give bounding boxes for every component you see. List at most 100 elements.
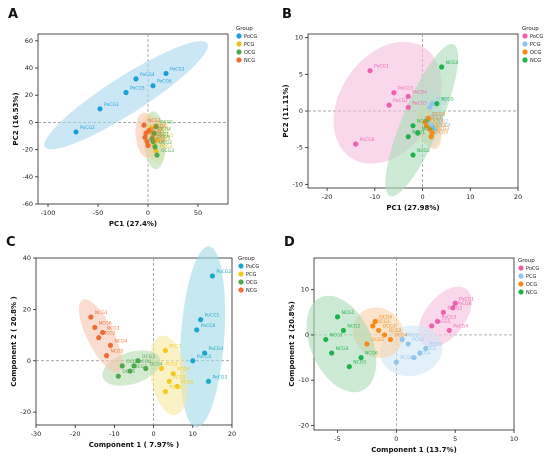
y-tick-label: -20 xyxy=(22,146,33,154)
point-label-PoCG1: PoCG1 xyxy=(374,64,389,70)
legend-label-OCG: OCG xyxy=(246,280,257,286)
legend-marker-PCG xyxy=(522,41,528,47)
legend-title: Group xyxy=(522,26,539,32)
legend-label-PoCG: PoCG xyxy=(246,264,259,270)
point-label-NCG6: NCG6 xyxy=(417,119,430,125)
legend-label-PoCG: PoCG xyxy=(526,266,539,272)
legend-label-NCG: NCG xyxy=(244,58,255,64)
point-NCG4 xyxy=(329,350,335,356)
y-tick-label: 10 xyxy=(301,286,309,294)
point-label-NCG2: NCG2 xyxy=(347,323,360,329)
point-label-NCG5: NCG5 xyxy=(149,130,162,136)
y-tick-label: -10 xyxy=(298,376,309,384)
point-OCG5 xyxy=(364,341,370,347)
point-label-PoCG5: PoCG5 xyxy=(130,85,145,91)
point-OCG2 xyxy=(427,126,433,132)
x-tick-label: 50 xyxy=(194,209,202,217)
point-label-NCG5: NCG5 xyxy=(353,360,366,366)
x-tick-label: 0 xyxy=(146,209,150,217)
point-NCG6 xyxy=(145,142,151,149)
point-label-OCG4: OCG4 xyxy=(430,119,443,125)
point-label-OCG4: OCG4 xyxy=(158,126,171,132)
point-NCG2 xyxy=(96,335,102,341)
point-label-PCG3: PCG3 xyxy=(434,100,446,106)
point-PCG5 xyxy=(154,137,160,143)
ellipse-NCG xyxy=(306,295,377,393)
y-tick-label: 0 xyxy=(27,357,31,365)
point-label-PCG1: PCG1 xyxy=(155,121,167,127)
point-label-PoCG1: PoCG1 xyxy=(459,296,474,302)
point-NCG4 xyxy=(439,64,445,70)
y-tick-label: 10 xyxy=(295,34,303,42)
point-label-OCG3: OCG3 xyxy=(142,354,155,360)
point-NCG2 xyxy=(340,327,347,334)
point-label-PoCG5: PoCG5 xyxy=(197,354,212,360)
point-NCG5 xyxy=(142,134,148,140)
point-label-NCG3: NCG3 xyxy=(330,332,343,338)
legend-label-NCG: NCG xyxy=(246,288,257,294)
point-label-PCG5: PCG5 xyxy=(431,115,443,121)
point-label-PoCG4: PoCG4 xyxy=(140,72,155,78)
point-PoCG2 xyxy=(386,102,392,108)
x-tick-label: 0 xyxy=(394,435,398,443)
point-OCG3 xyxy=(135,358,141,364)
legend-label-PCG: PCG xyxy=(530,42,541,48)
point-PoCG6 xyxy=(194,327,200,333)
point-OCG5 xyxy=(115,373,121,379)
point-NCG5 xyxy=(434,101,440,107)
legend-marker-OCG xyxy=(522,49,528,55)
point-label-PoCG1: PoCG1 xyxy=(205,313,220,319)
point-label-OCG2: OCG2 xyxy=(389,328,402,334)
point-PCG4 xyxy=(170,371,176,377)
y-tick-label: 0 xyxy=(29,118,33,126)
y-axis-label: Component 2 (20.8%) xyxy=(288,301,296,387)
point-PCG4 xyxy=(431,126,438,132)
point-label-OCG3: OCG3 xyxy=(161,148,174,154)
point-OCG5 xyxy=(153,123,159,130)
point-label-OCG1: OCG1 xyxy=(156,132,169,138)
x-tick-label: -50 xyxy=(93,209,104,217)
ellipse-PCG xyxy=(149,335,188,416)
point-OCG4 xyxy=(423,123,429,129)
point-OCG1 xyxy=(119,363,125,369)
point-NCG4 xyxy=(107,342,114,348)
point-PoCG1 xyxy=(367,68,373,74)
point-PCG2 xyxy=(429,123,435,129)
point-PCG4 xyxy=(411,354,417,361)
ellipse-PoCG xyxy=(180,246,226,428)
legend-label-NCG: NCG xyxy=(526,290,537,296)
y-tick-label: 40 xyxy=(25,64,33,72)
point-label-PCG6: PCG6 xyxy=(156,125,168,131)
y-tick-label: -10 xyxy=(292,180,303,188)
point-NCG5 xyxy=(103,353,110,359)
point-label-PCG2: PCG2 xyxy=(436,119,448,125)
panel-letter-C: C xyxy=(6,235,16,250)
point-label-PoCG2: PoCG2 xyxy=(216,269,231,275)
point-label-NCG5: NCG5 xyxy=(441,97,454,103)
point-PoCG6 xyxy=(353,141,359,147)
point-OCG5 xyxy=(428,134,434,140)
point-OCG6 xyxy=(372,318,378,324)
point-label-NCG4: NCG4 xyxy=(153,124,166,130)
legend-title: Group xyxy=(238,256,255,262)
point-label-NCG4: NCG4 xyxy=(336,346,349,352)
y-tick-label: 20 xyxy=(25,91,33,99)
point-PoCG5 xyxy=(429,323,435,329)
panel-letter-D: D xyxy=(284,235,295,250)
point-label-PCG6: PCG6 xyxy=(400,355,412,361)
point-NCG2 xyxy=(410,152,416,158)
point-PoCG1 xyxy=(163,70,169,77)
point-label-PoCG4: PoCG4 xyxy=(412,89,427,95)
ellipse-PoCG xyxy=(44,41,208,150)
point-OCG2 xyxy=(152,144,158,150)
x-tick-label: 10 xyxy=(466,193,474,201)
point-PoCG4 xyxy=(405,93,411,99)
point-label-PoCG5: PoCG5 xyxy=(436,319,451,325)
legend-marker-OCG xyxy=(238,279,244,285)
y-tick-label: -20 xyxy=(298,421,309,429)
legend-label-PCG: PCG xyxy=(244,42,255,48)
point-label-NCG3: NCG3 xyxy=(151,134,164,140)
point-label-OCG2: OCG2 xyxy=(159,140,172,146)
point-OCG3 xyxy=(154,152,160,158)
point-label-PCG6: PCG6 xyxy=(181,379,193,385)
